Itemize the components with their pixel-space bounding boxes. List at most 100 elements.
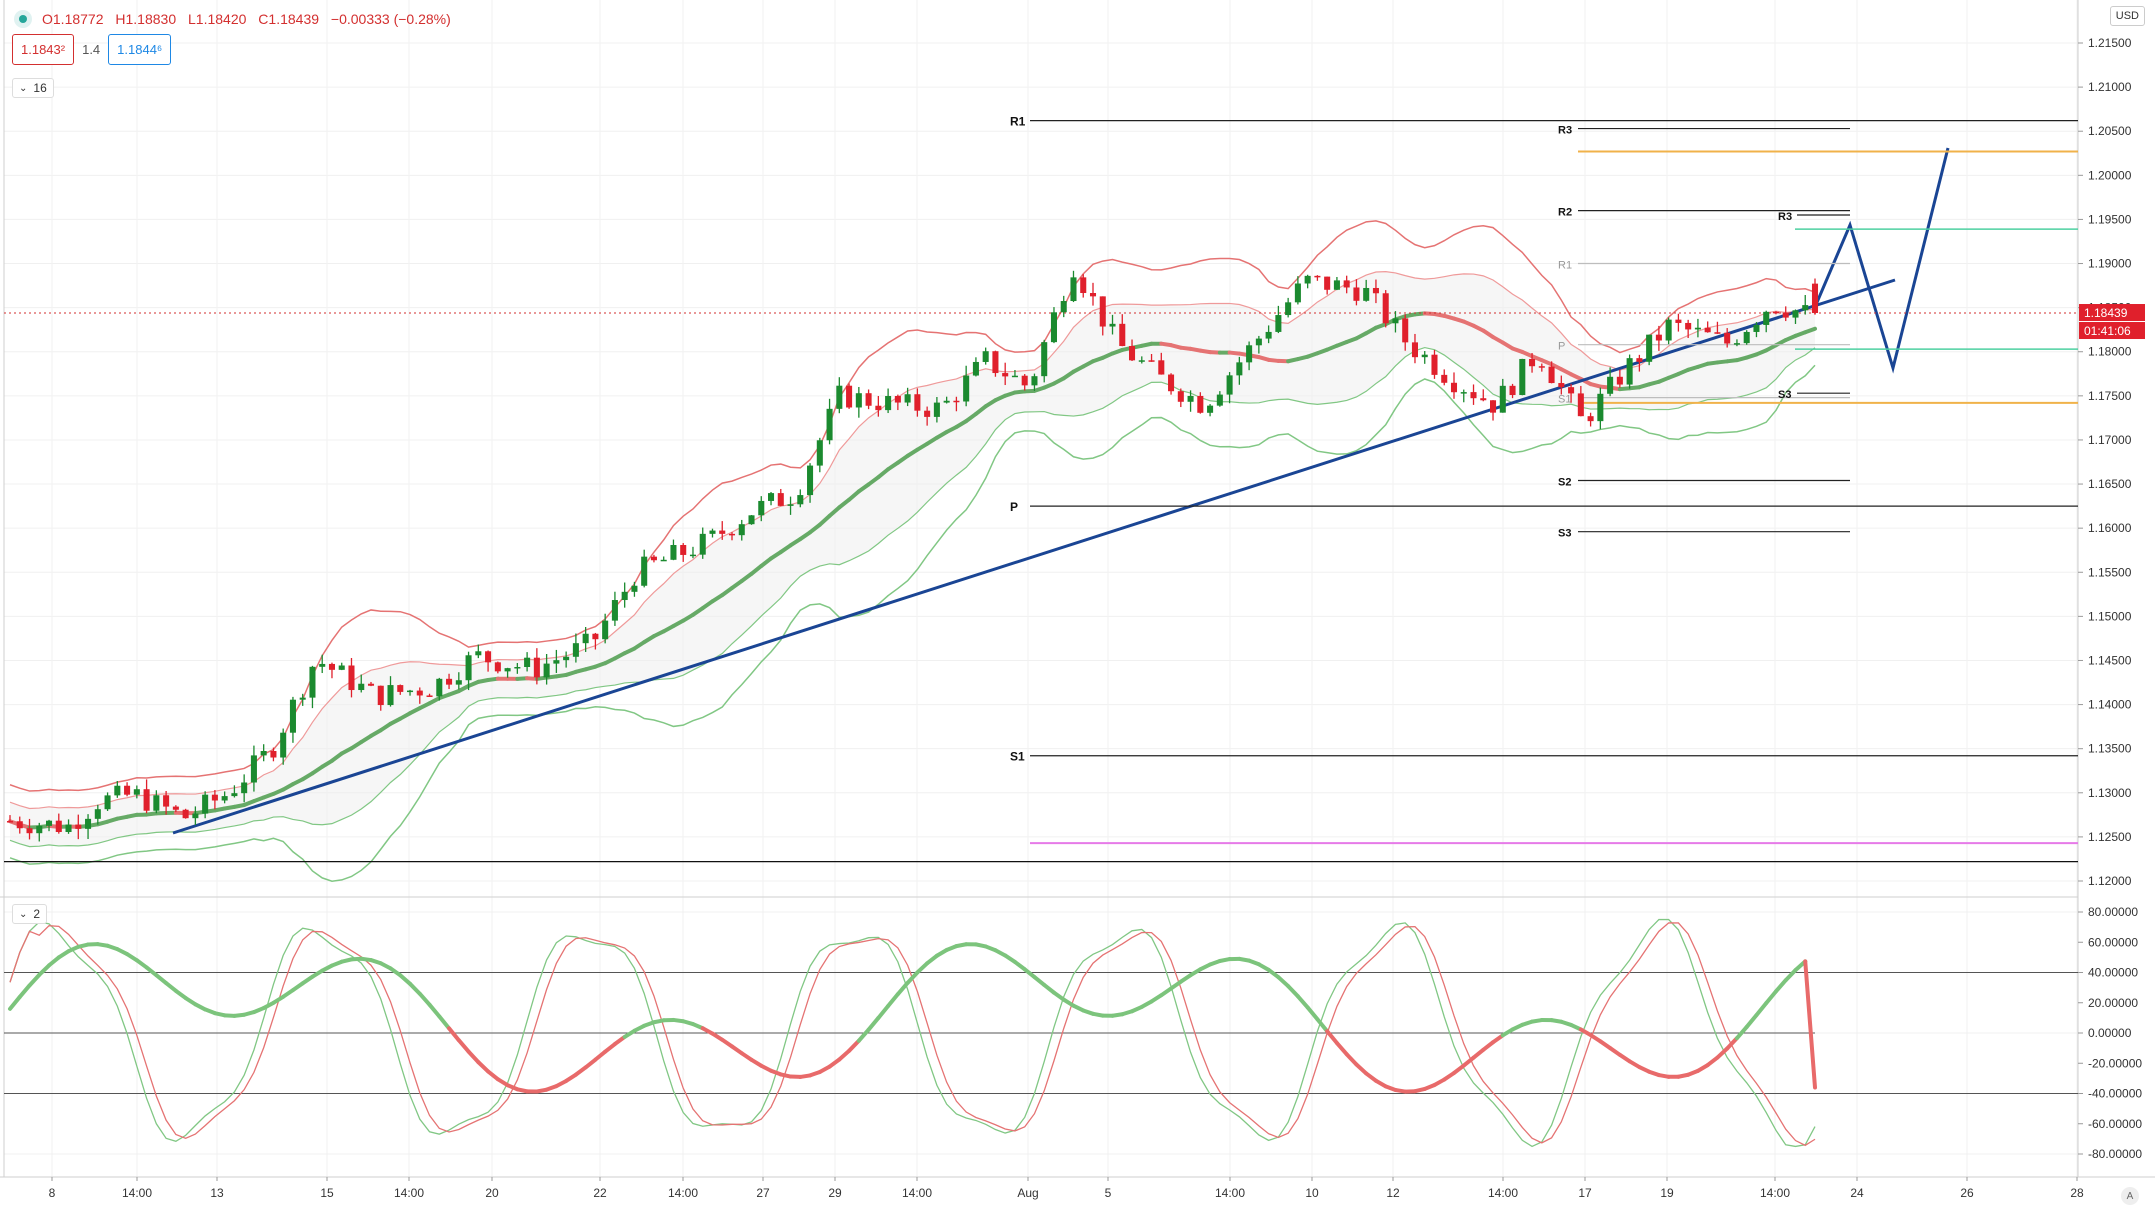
candle-body xyxy=(944,401,950,403)
candle-body xyxy=(1685,323,1691,329)
buy-button[interactable]: 1.1844⁶ xyxy=(108,34,171,65)
osc-tick-label: 40.00000 xyxy=(2088,966,2138,980)
candle-body xyxy=(856,393,862,407)
candle-body xyxy=(1334,280,1340,289)
price-tick-label: 1.15000 xyxy=(2088,609,2132,623)
candle-body xyxy=(719,531,725,534)
candle-body xyxy=(1373,288,1379,293)
price-tick-label: 1.17000 xyxy=(2088,433,2132,447)
candle-body xyxy=(329,664,335,670)
change-value: −0.00333 (−0.28%) xyxy=(331,11,451,27)
candle-body xyxy=(524,658,530,667)
candle-body xyxy=(1207,406,1213,413)
price-tick-label: 1.16500 xyxy=(2088,477,2132,491)
candle-body xyxy=(1773,312,1779,314)
candle-body xyxy=(1353,287,1359,300)
pivot-label-weekly: S1 xyxy=(1558,394,1571,406)
candle-body xyxy=(1412,342,1418,357)
quote-panel: 1.1843² 1.4 1.1844⁶ xyxy=(12,34,171,65)
candle-body xyxy=(1070,277,1076,301)
candle-body xyxy=(963,376,969,402)
main-indicators-toggle[interactable]: ⌄ 16 xyxy=(12,78,54,98)
candle xyxy=(1812,279,1818,315)
candle-body xyxy=(1675,320,1681,323)
time-tick-label: 14:00 xyxy=(1760,1186,1790,1200)
candle-body xyxy=(85,819,91,829)
candle-body xyxy=(1792,310,1798,317)
time-tick-label: 14:00 xyxy=(1215,1186,1245,1200)
candle-body xyxy=(397,685,403,692)
candle-body xyxy=(1236,362,1242,375)
candle-body xyxy=(1490,400,1496,412)
candle-body xyxy=(641,557,647,586)
candle xyxy=(1666,317,1672,344)
candle-body xyxy=(17,821,23,828)
candle-body xyxy=(7,821,13,823)
candle-body xyxy=(846,386,852,408)
candle-body xyxy=(1422,355,1428,357)
candle-body xyxy=(1168,375,1174,392)
candle-body xyxy=(729,534,735,536)
candle-body xyxy=(1753,325,1759,332)
candle xyxy=(1041,340,1047,383)
chevron-down-icon: ⌄ xyxy=(19,83,27,94)
pivot-label-weekly: R3 xyxy=(1558,125,1572,137)
time-tick-label: 28 xyxy=(2070,1186,2084,1200)
price-tick-label: 1.19000 xyxy=(2088,257,2132,271)
candle-body xyxy=(26,828,32,833)
candle-body xyxy=(1802,305,1808,310)
price-tick-label: 1.21000 xyxy=(2088,80,2132,94)
candle-body xyxy=(495,662,501,671)
time-tick-label: 15 xyxy=(320,1186,334,1200)
candle-body xyxy=(1031,376,1037,385)
candle-body xyxy=(105,795,111,809)
oscillator-toggle[interactable]: ⌄ 2 xyxy=(12,904,47,924)
candle-body xyxy=(1431,355,1437,375)
candle-body xyxy=(553,660,559,663)
candle-body xyxy=(505,668,511,671)
candle-body xyxy=(1500,386,1506,413)
candle-body xyxy=(1519,359,1525,395)
candle-body xyxy=(924,411,930,417)
auto-scale-button[interactable]: A xyxy=(2121,1187,2139,1205)
candle-body xyxy=(1285,302,1291,315)
osc-tick-label: 80.00000 xyxy=(2088,905,2138,919)
candle-body xyxy=(563,657,569,660)
candle-body xyxy=(788,504,794,506)
candle-body xyxy=(817,440,823,465)
candle-body xyxy=(651,557,657,561)
candle-body xyxy=(1763,312,1769,325)
candle-body xyxy=(1441,375,1447,383)
currency-button[interactable]: USD xyxy=(2110,6,2145,26)
price-tick-label: 1.16000 xyxy=(2088,521,2132,535)
candle-body xyxy=(1305,276,1311,284)
sell-button[interactable]: 1.1843² xyxy=(12,34,74,65)
pivot-label-weekly: S2 xyxy=(1558,477,1571,489)
candle-body xyxy=(739,524,745,535)
pivot-label-weekly: R2 xyxy=(1558,207,1572,219)
candle-body xyxy=(622,592,628,600)
candle-body xyxy=(953,401,959,403)
candle-body xyxy=(1529,359,1535,366)
time-tick-label: 12 xyxy=(1386,1186,1400,1200)
candle-body xyxy=(592,634,598,639)
time-tick-label: 24 xyxy=(1850,1186,1864,1200)
time-tick-label: 14:00 xyxy=(394,1186,424,1200)
price-tick-label: 1.14500 xyxy=(2088,653,2132,667)
candle-body xyxy=(1578,393,1584,416)
open-value: O1.18772 xyxy=(42,11,104,27)
candle-body xyxy=(1100,296,1106,326)
countdown-label: 01:41:06 xyxy=(2084,324,2131,338)
candle-body xyxy=(309,667,315,698)
candle-body xyxy=(1607,377,1613,394)
price-tick-label: 1.12000 xyxy=(2088,874,2132,888)
candle xyxy=(1646,335,1652,366)
candle-body xyxy=(339,665,345,669)
candle-body xyxy=(387,685,393,705)
pivot-label-monthly: P xyxy=(1010,500,1018,514)
candle-body xyxy=(212,795,218,801)
candle-body xyxy=(290,700,296,733)
